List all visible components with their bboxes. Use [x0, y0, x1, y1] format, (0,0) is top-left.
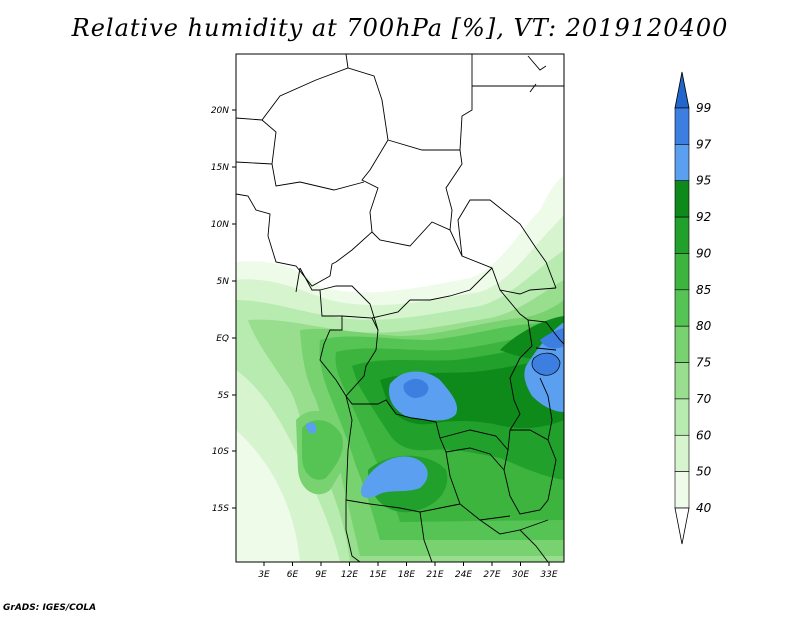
- axis-labels: 20N 15N 10N 5N EQ 5S 10S 15S 3E 6E 9E 12E 15E 18E 21E 2…: [211, 106, 558, 580]
- colorbar-label: 85: [696, 283, 711, 297]
- lon-label: 21E: [426, 570, 443, 580]
- colorbar-bottom-arrow: [674, 507, 690, 545]
- lon-label: 27E: [483, 570, 500, 580]
- lat-label: EQ: [216, 334, 229, 344]
- lat-label: 10N: [211, 220, 229, 230]
- lat-label: 15S: [212, 504, 229, 514]
- lon-label: 3E: [258, 570, 270, 580]
- colorbar-label: 95: [696, 174, 711, 188]
- colorbar-segment: [674, 253, 690, 291]
- lon-label: 30E: [512, 570, 529, 580]
- lon-label: 6E: [287, 570, 299, 580]
- colorbar-label: 60: [696, 428, 712, 442]
- colorbar-label: 97: [696, 137, 712, 151]
- lat-label: 15N: [211, 163, 229, 173]
- lat-label: 5N: [217, 277, 230, 287]
- lat-label: 20N: [211, 106, 229, 116]
- field-97-east: [540, 328, 564, 349]
- colorbar-label: 80: [696, 319, 712, 333]
- grads-credit: GrADS: IGES/COLA: [3, 603, 97, 613]
- colorbar-segment: [674, 289, 690, 327]
- map-title: Relative humidity at 700hPa [%], VT: 201…: [71, 14, 729, 42]
- field-97: [403, 378, 429, 398]
- field-95-south: [360, 456, 428, 498]
- country-borders: [236, 54, 564, 562]
- colorbar-segment: [674, 216, 690, 254]
- lon-label: 15E: [369, 570, 386, 580]
- field-95-west: [306, 422, 317, 434]
- lat-label: 10S: [212, 447, 229, 457]
- colorbar-segment: [674, 434, 690, 472]
- lon-label: 12E: [341, 570, 358, 580]
- colorbar-label: 90: [696, 246, 712, 260]
- field-80-west: [302, 420, 343, 480]
- colorbar-label: 70: [696, 392, 712, 406]
- lon-label: 33E: [540, 570, 557, 580]
- colorbar-top-arrow: [674, 71, 690, 109]
- lake-victoria: [531, 352, 561, 376]
- lat-label: 5S: [218, 391, 230, 401]
- colorbar-label: 50: [696, 465, 712, 479]
- colorbar-segment: [674, 471, 690, 509]
- colorbar-segment: [674, 107, 690, 145]
- colorbar: 99 97 95 92 90 85 80 75 70 60 50 40: [674, 71, 712, 545]
- colorbar-segment: [674, 398, 690, 436]
- humidity-fields: [236, 176, 564, 562]
- lon-label: 24E: [455, 570, 472, 580]
- colorbar-segment: [674, 325, 690, 363]
- colorbar-label: 99: [696, 101, 711, 115]
- colorbar-label: 75: [696, 356, 711, 370]
- colorbar-label: 92: [696, 210, 711, 224]
- colorbar-segment: [674, 180, 690, 218]
- colorbar-segment: [674, 362, 690, 400]
- map-frame: [235, 53, 565, 563]
- lon-label: 9E: [315, 570, 327, 580]
- lon-label: 18E: [398, 570, 415, 580]
- colorbar-segment: [674, 144, 690, 182]
- colorbar-label: 40: [696, 501, 712, 515]
